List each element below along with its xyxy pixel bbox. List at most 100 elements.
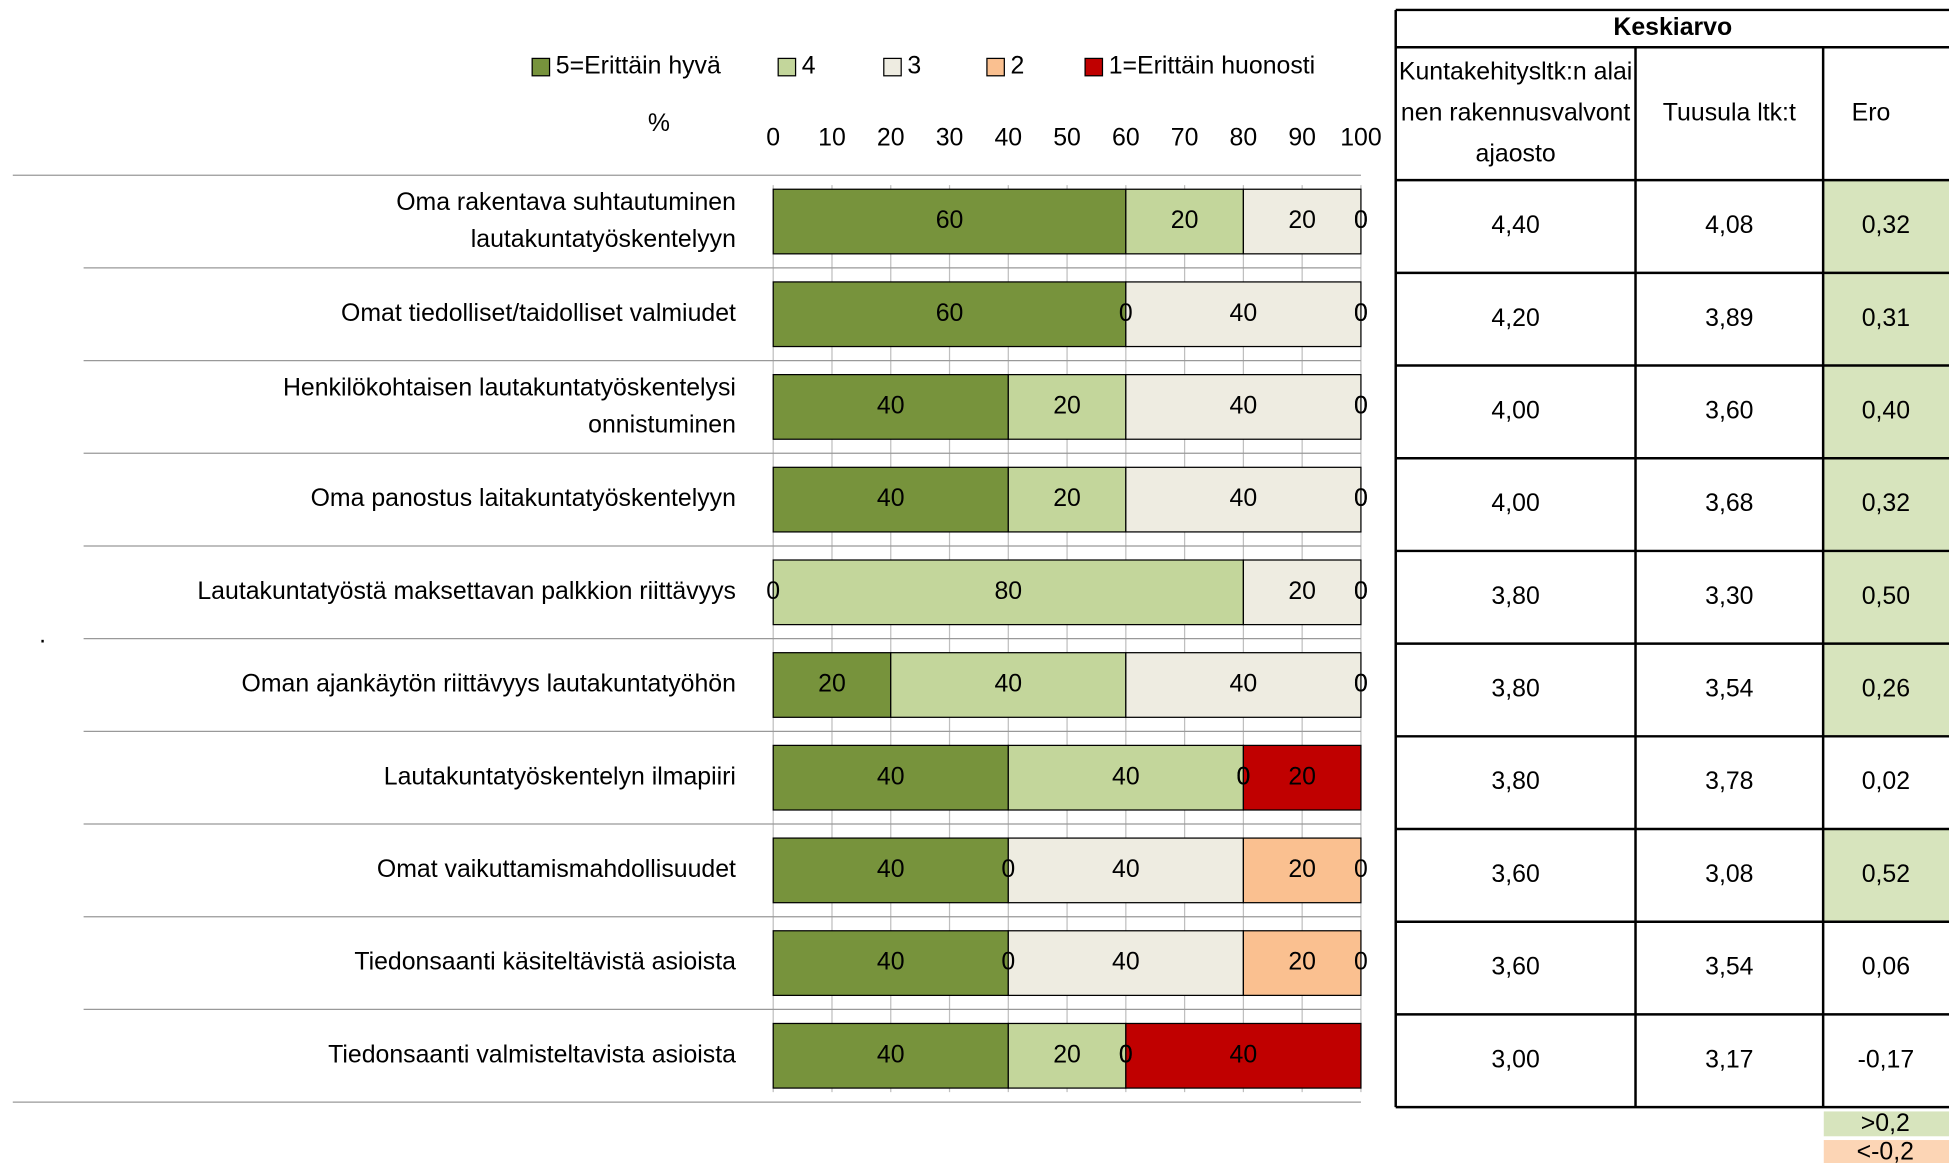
value-label: 40 bbox=[1230, 671, 1258, 698]
table-cell: 3,00 bbox=[1491, 1046, 1539, 1073]
bar-segment bbox=[1125, 188, 1245, 255]
highlight-key bbox=[1822, 1110, 1949, 1138]
table-cell: 4,08 bbox=[1705, 212, 1753, 239]
value-label: 0 bbox=[1119, 1041, 1133, 1068]
bar-segment bbox=[1242, 188, 1362, 255]
value-label: 40 bbox=[877, 949, 905, 976]
value-label: 20 bbox=[1288, 207, 1316, 234]
table-cell: 3,60 bbox=[1705, 397, 1753, 424]
x-tick-label: 20 bbox=[877, 125, 905, 152]
bar-segment bbox=[1007, 466, 1127, 533]
table-cell: 3,80 bbox=[1491, 583, 1539, 610]
table-cell: 4,20 bbox=[1491, 305, 1539, 332]
table-cell: 0,52 bbox=[1862, 861, 1910, 888]
table-cell: 3,80 bbox=[1491, 768, 1539, 795]
value-label: 0 bbox=[1236, 763, 1250, 790]
cell-highlight bbox=[1823, 550, 1949, 644]
value-label: 80 bbox=[994, 578, 1022, 605]
value-label: 60 bbox=[936, 300, 964, 327]
category-label: Oman ajankäytön riittävyys lautakuntatyö… bbox=[242, 671, 736, 698]
table-cell: 3,80 bbox=[1491, 676, 1539, 703]
value-label: 40 bbox=[877, 1041, 905, 1068]
x-tick-label: 0 bbox=[766, 125, 780, 152]
value-label: 20 bbox=[818, 671, 846, 698]
value-label: 0 bbox=[1354, 485, 1368, 512]
x-tick-label: 100 bbox=[1340, 125, 1381, 152]
bar-segment bbox=[890, 652, 1127, 718]
legend-label: 1=Erittäin huonosti bbox=[1109, 53, 1315, 80]
value-label: 40 bbox=[1230, 300, 1258, 327]
value-label: 40 bbox=[877, 856, 905, 883]
column-header-text: Ero bbox=[1851, 99, 1891, 127]
category-label: Tiedonsaanti käsiteltävistä asioista bbox=[354, 949, 736, 976]
legend-label: 2 bbox=[1011, 53, 1025, 80]
value-label: 0 bbox=[1354, 671, 1368, 698]
table-cell: 3,89 bbox=[1705, 305, 1753, 332]
table-cell: -0,17 bbox=[1858, 1046, 1915, 1073]
x-tick-label: 10 bbox=[818, 125, 846, 152]
value-label: 20 bbox=[1288, 763, 1316, 790]
value-label: 40 bbox=[1112, 763, 1140, 790]
table-cell: 0,02 bbox=[1862, 768, 1910, 795]
value-label: 40 bbox=[1230, 392, 1258, 419]
value-label: 0 bbox=[1354, 300, 1368, 327]
table-cell: 3,54 bbox=[1705, 954, 1754, 981]
table-cell: 0,50 bbox=[1862, 583, 1910, 610]
table-cell: 4,40 bbox=[1491, 212, 1539, 239]
table-cell: 0,32 bbox=[1862, 490, 1910, 517]
table-cell: 0,40 bbox=[1862, 397, 1910, 424]
highlight-key-label: <-0,2 bbox=[1857, 1139, 1914, 1163]
value-label: 40 bbox=[1230, 485, 1258, 512]
category-label: Lautakuntatyöstä maksettavan palkkion ri… bbox=[197, 578, 736, 605]
value-label: 0 bbox=[1354, 392, 1368, 419]
x-tick-label: 50 bbox=[1053, 125, 1081, 152]
value-label: 0 bbox=[1001, 949, 1015, 976]
column-header: Kuntakehitysltk:n alainen rakennusvalvon… bbox=[1398, 58, 1633, 168]
legend-swatch bbox=[1084, 57, 1104, 77]
table-cell: 3,68 bbox=[1705, 490, 1753, 517]
legend-label: 3 bbox=[907, 53, 921, 80]
x-tick-label: 90 bbox=[1288, 125, 1316, 152]
bar-segment bbox=[1125, 652, 1362, 718]
column-header: Tuusula ltk:t bbox=[1663, 99, 1796, 126]
table-cell: 0,32 bbox=[1862, 212, 1910, 239]
value-label: 0 bbox=[1119, 1041, 1133, 1068]
bar-segment bbox=[772, 652, 892, 718]
category-label: Henkilökohtaisen lautakuntatyöskentelysi… bbox=[283, 374, 736, 438]
table-cell: 0,26 bbox=[1862, 676, 1910, 703]
bar-segment bbox=[772, 188, 1127, 255]
value-label: 20 bbox=[1053, 392, 1081, 419]
x-tick-label: 70 bbox=[1171, 125, 1199, 152]
value-label: 40 bbox=[877, 763, 905, 790]
value-label: 0 bbox=[1001, 856, 1015, 883]
table-cell: 3,60 bbox=[1491, 861, 1539, 888]
value-label: 0 bbox=[1354, 300, 1368, 327]
cell-highlight bbox=[1823, 365, 1949, 459]
value-label: 0 bbox=[1354, 207, 1368, 234]
bar-segment bbox=[1125, 1022, 1362, 1089]
bar-segment bbox=[1242, 837, 1362, 904]
value-label: 40 bbox=[877, 485, 905, 512]
column-header-text: Kuntakehitysltk:n alainen rakennusvalvon… bbox=[1398, 58, 1633, 168]
value-label: 0 bbox=[1354, 207, 1368, 234]
table-cell: 4,00 bbox=[1491, 397, 1539, 424]
legend-label: 5=Erittäin hyvä bbox=[556, 53, 721, 80]
value-label: 0 bbox=[1354, 578, 1368, 605]
cell-highlight bbox=[1823, 180, 1949, 273]
value-label: 0 bbox=[1354, 671, 1368, 698]
bar-segment bbox=[1242, 559, 1362, 626]
x-tick-label: 30 bbox=[936, 125, 964, 152]
value-label: 0 bbox=[1354, 949, 1368, 976]
annotation: . bbox=[39, 622, 46, 649]
highlight-key-label: >0,2 bbox=[1861, 1110, 1910, 1137]
bar-segment bbox=[1007, 837, 1245, 904]
legend-label: 4 bbox=[802, 53, 816, 80]
value-label: 40 bbox=[1112, 856, 1140, 883]
value-label: 60 bbox=[936, 207, 964, 234]
category-label: Tiedonsaanti valmisteltavista asioista bbox=[328, 1041, 736, 1068]
table-cell: 3,78 bbox=[1705, 768, 1753, 795]
value-label: 20 bbox=[1288, 856, 1316, 883]
table-title: Keskiarvo bbox=[1613, 14, 1732, 41]
bar-segment bbox=[772, 281, 1127, 348]
value-label: 20 bbox=[1053, 485, 1081, 512]
